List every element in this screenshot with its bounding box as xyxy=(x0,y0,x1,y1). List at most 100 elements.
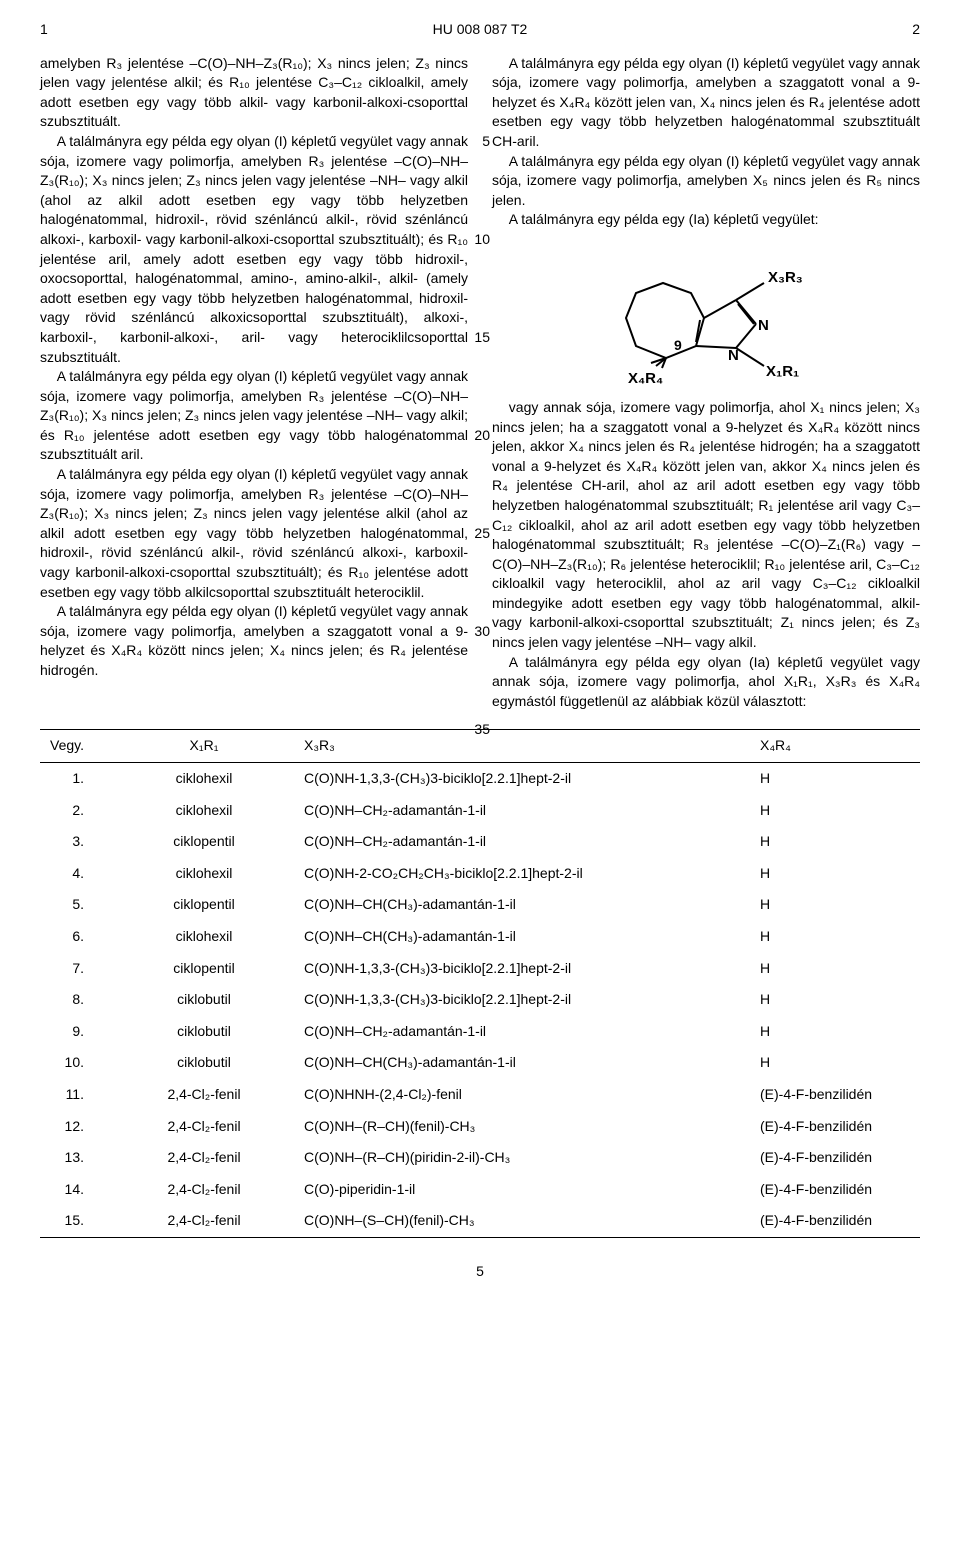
table-cell: C(O)-piperidin-1-il xyxy=(294,1174,750,1206)
fig-label-9: 9 xyxy=(674,337,682,353)
table-cell: 13. xyxy=(40,1142,114,1174)
table-cell: (E)-4-F-benzilidén xyxy=(750,1079,920,1111)
table-row: 12.2,4-Cl₂-fenilC(O)NH–(R–CH)(fenil)-CH₃… xyxy=(40,1111,920,1143)
line-marker-35: 35 xyxy=(474,720,490,740)
para-r3: A találmányra egy példa egy (Ia) képletű… xyxy=(492,210,920,230)
table-cell: ciklohexil xyxy=(114,763,294,795)
left-column: amelyben R₃ jelentése –C(O)–NH–Z₃(R₁₀); … xyxy=(40,54,468,712)
table-row: 11.2,4-Cl₂-fenilC(O)NHNH-(2,4-Cl₂)-fenil… xyxy=(40,1079,920,1111)
table-row: 4.ciklohexilC(O)NH-2-CO₂CH₂CH₃-biciklo[2… xyxy=(40,858,920,890)
table-cell: ciklopentil xyxy=(114,953,294,985)
para-r5: A találmányra egy példa egy olyan (Ia) k… xyxy=(492,653,920,712)
table-cell: ciklohexil xyxy=(114,795,294,827)
table-cell: C(O)NH-1,3,3-(CH₃)3-biciklo[2.2.1]hept-2… xyxy=(294,953,750,985)
table-cell: H xyxy=(750,984,920,1016)
table-cell: 7. xyxy=(40,953,114,985)
line-marker-10: 10 xyxy=(474,230,490,250)
table-cell: ciklohexil xyxy=(114,921,294,953)
table-row: 1.ciklohexilC(O)NH-1,3,3-(CH₃)3-biciklo[… xyxy=(40,763,920,795)
table-cell: (E)-4-F-benzilidén xyxy=(750,1142,920,1174)
table-cell: ciklobutil xyxy=(114,1016,294,1048)
table-cell: (E)-4-F-benzilidén xyxy=(750,1205,920,1237)
table-cell: 2. xyxy=(40,795,114,827)
body-columns: amelyben R₃ jelentése –C(O)–NH–Z₃(R₁₀); … xyxy=(40,54,920,712)
table-cell: 15. xyxy=(40,1205,114,1237)
chemical-structure-icon: X₃R₃ N N 9 X₄R₄ X₁R₁ xyxy=(596,238,816,388)
para-l4: A találmányra egy példa egy olyan (I) ké… xyxy=(40,465,468,602)
para-l1: amelyben R₃ jelentése –C(O)–NH–Z₃(R₁₀); … xyxy=(40,54,468,132)
table-cell: C(O)NH-1,3,3-(CH₃)3-biciklo[2.2.1]hept-2… xyxy=(294,984,750,1016)
table-cell: 11. xyxy=(40,1079,114,1111)
fig-label-n: N xyxy=(758,317,769,334)
table-row: 9.ciklobutilC(O)NH–CH₂-adamantán-1-ilH xyxy=(40,1016,920,1048)
table-cell: H xyxy=(750,858,920,890)
header-left: 1 xyxy=(40,20,48,40)
table-cell: 5. xyxy=(40,889,114,921)
para-l2: A találmányra egy példa egy olyan (I) ké… xyxy=(40,132,468,367)
table-row: 15.2,4-Cl₂-fenilC(O)NH–(S–CH)(fenil)-CH₃… xyxy=(40,1205,920,1237)
line-marker-5: 5 xyxy=(482,132,490,152)
table-row: 8.ciklobutilC(O)NH-1,3,3-(CH₃)3-biciklo[… xyxy=(40,984,920,1016)
table-cell: 2,4-Cl₂-fenil xyxy=(114,1079,294,1111)
fig-label-x3r3: X₃R₃ xyxy=(768,269,803,286)
table-cell: 8. xyxy=(40,984,114,1016)
para-l5: A találmányra egy példa egy olyan (I) ké… xyxy=(40,602,468,680)
table-cell: 2,4-Cl₂-fenil xyxy=(114,1174,294,1206)
table-cell: 12. xyxy=(40,1111,114,1143)
fig-label-x4r4: X₄R₄ xyxy=(628,370,663,387)
table-cell: (E)-4-F-benzilidén xyxy=(750,1111,920,1143)
table-cell: C(O)NH-1,3,3-(CH₃)3-biciklo[2.2.1]hept-2… xyxy=(294,763,750,795)
table-cell: C(O)NH-2-CO₂CH₂CH₃-biciklo[2.2.1]hept-2-… xyxy=(294,858,750,890)
table-row: 6.ciklohexilC(O)NH–CH(CH₃)-adamantán-1-i… xyxy=(40,921,920,953)
table-cell: ciklobutil xyxy=(114,984,294,1016)
table-row: 13.2,4-Cl₂-fenilC(O)NH–(R–CH)(piridin-2-… xyxy=(40,1142,920,1174)
table-row: 7.ciklopentilC(O)NH-1,3,3-(CH₃)3-biciklo… xyxy=(40,953,920,985)
compound-table: Vegy. X₁R₁ X₃R₃ X₄R₄ 1.ciklohexilC(O)NH-… xyxy=(40,729,920,1238)
table-row: 3.ciklopentilC(O)NH–CH₂-adamantán-1-ilH xyxy=(40,826,920,858)
fig-label-x1r1: X₁R₁ xyxy=(766,363,799,380)
line-marker-15: 15 xyxy=(474,328,490,348)
table-cell: ciklobutil xyxy=(114,1047,294,1079)
right-column: 5 10 15 20 25 30 35 A találmányra egy pé… xyxy=(492,54,920,712)
table-cell: ciklohexil xyxy=(114,858,294,890)
table-cell: 6. xyxy=(40,921,114,953)
table-cell: C(O)NH–CH(CH₃)-adamantán-1-il xyxy=(294,921,750,953)
para-l3: A találmányra egy példa egy olyan (I) ké… xyxy=(40,367,468,465)
para-r1: A találmányra egy példa egy olyan (I) ké… xyxy=(492,54,920,152)
table-cell: C(O)NH–(R–CH)(fenil)-CH₃ xyxy=(294,1111,750,1143)
table-cell: C(O)NH–CH₂-adamantán-1-il xyxy=(294,1016,750,1048)
table-row: 2.ciklohexilC(O)NH–CH₂-adamantán-1-ilH xyxy=(40,795,920,827)
table-cell: 3. xyxy=(40,826,114,858)
fig-label-n2: N xyxy=(728,347,739,364)
header-center: HU 008 087 T2 xyxy=(433,20,528,40)
table-cell: C(O)NH–(R–CH)(piridin-2-il)-CH₃ xyxy=(294,1142,750,1174)
table-cell: H xyxy=(750,763,920,795)
table-cell: 2,4-Cl₂-fenil xyxy=(114,1142,294,1174)
table-cell: H xyxy=(750,1016,920,1048)
table-cell: (E)-4-F-benzilidén xyxy=(750,1174,920,1206)
table-cell: H xyxy=(750,1047,920,1079)
table-cell: 1. xyxy=(40,763,114,795)
col-x1r1: X₁R₁ xyxy=(114,730,294,763)
table-cell: H xyxy=(750,826,920,858)
col-vegy: Vegy. xyxy=(40,730,114,763)
line-marker-25: 25 xyxy=(474,524,490,544)
col-x4r4: X₄R₄ xyxy=(750,730,920,763)
table-cell: C(O)NH–(S–CH)(fenil)-CH₃ xyxy=(294,1205,750,1237)
table-row: 5.ciklopentilC(O)NH–CH(CH₃)-adamantán-1-… xyxy=(40,889,920,921)
table-row: 10.ciklobutilC(O)NH–CH(CH₃)-adamantán-1-… xyxy=(40,1047,920,1079)
para-r2: A találmányra egy példa egy olyan (I) ké… xyxy=(492,152,920,211)
col-x3r3: X₃R₃ xyxy=(294,730,750,763)
table-cell: H xyxy=(750,795,920,827)
line-marker-20: 20 xyxy=(474,426,490,446)
table-cell: 2,4-Cl₂-fenil xyxy=(114,1111,294,1143)
table-cell: 4. xyxy=(40,858,114,890)
table-cell: ciklopentil xyxy=(114,826,294,858)
page-number: 5 xyxy=(40,1262,920,1282)
table-cell: ciklopentil xyxy=(114,889,294,921)
table-cell: 2,4-Cl₂-fenil xyxy=(114,1205,294,1237)
table-cell: C(O)NHNH-(2,4-Cl₂)-fenil xyxy=(294,1079,750,1111)
table-cell: 9. xyxy=(40,1016,114,1048)
table-cell: 10. xyxy=(40,1047,114,1079)
table-cell: C(O)NH–CH₂-adamantán-1-il xyxy=(294,826,750,858)
